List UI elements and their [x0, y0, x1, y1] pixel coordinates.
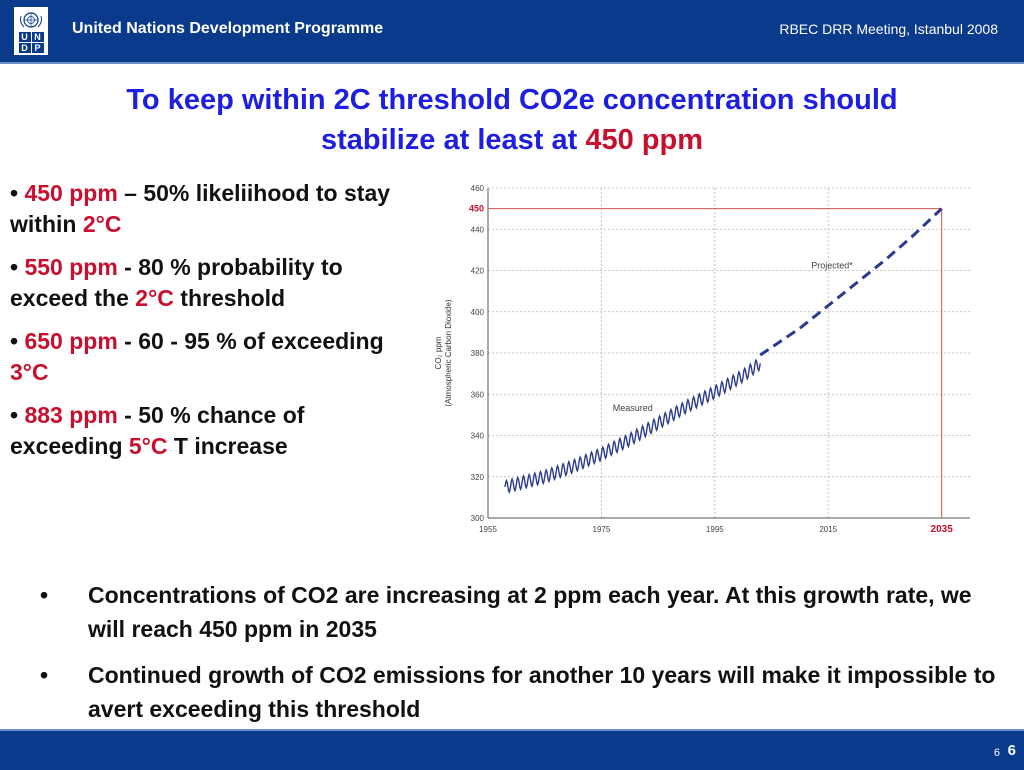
bottom-bullet-list: • Concentrations of CO2 are increasing at…	[40, 578, 1000, 738]
y-tick-label: 460	[471, 184, 485, 193]
bullet-text: - 60 - 95 % of exceeding	[117, 328, 384, 354]
y-tick-label: 400	[471, 308, 485, 317]
bottom-bullet-item: • Concentrations of CO2 are increasing at…	[40, 578, 1000, 646]
bullet-glyph: •	[10, 328, 19, 354]
ppm-highlight: 650 ppm	[24, 328, 118, 354]
title-line-2: stabilize at least at 450 ppm	[20, 120, 1004, 160]
un-emblem-icon	[19, 12, 43, 28]
ppm-highlight: 450 ppm	[24, 180, 118, 206]
bullet-glyph: •	[40, 582, 49, 608]
bullet-glyph: •	[10, 180, 19, 206]
y-tick-label: 300	[471, 514, 485, 523]
left-bullet-item: • 450 ppm – 50% likeliihood to stay with…	[10, 178, 420, 240]
bullet-text: - 80 % probability to exceed the	[10, 254, 343, 311]
y-tick-label: 420	[471, 267, 485, 276]
threshold-label: 450	[469, 204, 484, 214]
temp-highlight: 5°C	[128, 433, 168, 459]
y-axis-title-line-2: (Atmospheric Carbon Dioxide)	[444, 299, 453, 406]
slide-title: To keep within 2C threshold CO2e concent…	[20, 80, 1004, 160]
page-number-small: 6	[993, 747, 1000, 759]
ppm-highlight: 550 ppm	[24, 254, 118, 280]
left-bullet-item: • 650 ppm - 60 - 95 % of exceeding 3°C	[10, 326, 420, 388]
y-tick-label: 360	[471, 390, 485, 399]
left-bullet-item: • 883 ppm - 50 % chance of exceeding 5°C…	[10, 400, 420, 462]
footer-bar: 6 6	[0, 729, 1024, 770]
logo-letter: D	[18, 43, 31, 53]
bullet-text-tail: T increase	[167, 433, 288, 459]
x-tick-label: 2015	[819, 525, 837, 534]
ppm-highlight: 883 ppm	[24, 402, 118, 428]
series-label-measured: Measured	[613, 403, 653, 413]
bullet-glyph: •	[10, 254, 19, 280]
bullet-glyph: •	[40, 662, 49, 688]
logo-letter: N	[31, 32, 44, 42]
y-tick-label: 340	[471, 432, 485, 441]
y-axis-title-line-1: CO₂ ppm	[434, 336, 443, 369]
bullet-text-tail: threshold	[173, 285, 286, 311]
y-tick-label: 320	[471, 473, 485, 482]
title-prefix: stabilize at least at	[321, 124, 586, 156]
meeting-label: RBEC DRR Meeting, Istanbul 2008	[779, 21, 998, 37]
x-tick-label: 1995	[706, 525, 724, 534]
org-name: United Nations Development Programme	[72, 20, 384, 37]
y-tick-label: 440	[471, 225, 485, 234]
bullet-text: – 50% likeliihood to stay within	[10, 180, 391, 237]
co2-concentration-chart: 300 320 340 360 380 400 420 440 460 1955 1975 1995 2…	[434, 184, 970, 535]
left-bullet-list: • 450 ppm – 50% likeliihood to stay with…	[10, 178, 420, 474]
x-tick-label: 1955	[479, 525, 497, 534]
undp-logo: U N D P	[14, 7, 48, 55]
bullet-text: Continued growth of CO2 emissions for an…	[88, 662, 996, 722]
measured-series-line	[504, 358, 761, 495]
header-bar: U N D P United Nations Development Progr…	[0, 0, 1024, 64]
page-number: 6	[1007, 742, 1016, 759]
title-highlight: 450 ppm	[585, 124, 703, 156]
x-tick-label: 1975	[593, 525, 611, 534]
logo-letter: U	[18, 32, 31, 42]
series-label-projected: Projected*	[811, 260, 853, 270]
title-line-1: To keep within 2C threshold CO2e concent…	[126, 84, 898, 116]
left-bullet-item: • 550 ppm - 80 % probability to exceed t…	[10, 252, 420, 314]
temp-highlight: 2°C	[82, 211, 122, 237]
projected-series-line	[759, 207, 943, 357]
bullet-text: - 50 % chance of exceeding	[10, 402, 305, 459]
bullet-glyph: •	[10, 402, 19, 428]
bottom-bullet-item: • Continued growth of CO2 emissions for a…	[40, 658, 1000, 726]
y-axis-title: CO₂ ppm(Atmospheric Carbon Dioxide)	[434, 299, 453, 406]
temp-highlight: 3°C	[10, 359, 49, 385]
y-tick-label: 380	[471, 349, 485, 358]
logo-letter: P	[31, 43, 44, 53]
temp-highlight: 2°C	[135, 285, 174, 311]
bullet-text: Concentrations of CO2 are increasing at …	[88, 582, 972, 642]
target-year-label: 2035	[931, 524, 954, 535]
